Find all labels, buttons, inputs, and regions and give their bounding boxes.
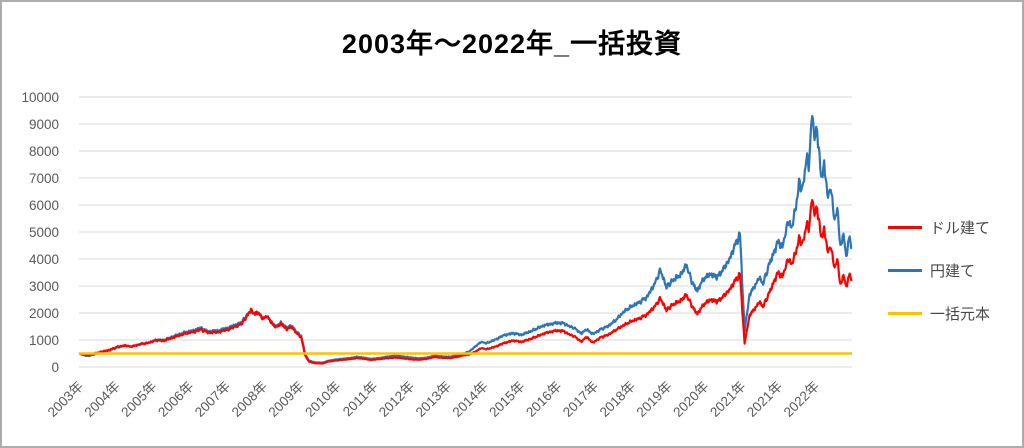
x-axis-label: 2021年	[744, 379, 785, 420]
yen-series-line	[78, 114, 853, 364]
y-axis-label: 1000	[29, 333, 59, 348]
x-axis-label: 2003年	[45, 379, 86, 420]
x-axis-label: 2006年	[155, 379, 196, 420]
x-axis-label: 2005年	[118, 379, 159, 420]
y-axis-label: 3000	[29, 279, 59, 294]
x-axis-label: 2022年	[781, 379, 822, 420]
y-axis-label: 9000	[29, 117, 59, 132]
x-axis-label: 2012年	[376, 379, 417, 420]
x-axis-label: 2017年	[560, 379, 601, 420]
x-axis-label: 2004年	[82, 379, 123, 420]
x-axis-label: 2014年	[450, 379, 491, 420]
legend-item: 円建て	[888, 249, 990, 292]
legend-swatch	[888, 226, 922, 229]
y-axis-label: 5000	[29, 225, 59, 240]
y-axis-label: 8000	[29, 144, 59, 159]
legend-label: ドル建て	[930, 220, 991, 237]
x-axis-label: 2007年	[192, 379, 233, 420]
x-axis-label: 2009年	[266, 379, 307, 420]
legend-label: 一括元本	[930, 306, 991, 323]
y-axis-label: 0	[51, 360, 59, 375]
x-axis-label: 2013年	[413, 379, 454, 420]
x-axis-label: 2008年	[229, 379, 270, 420]
y-axis-label: 4000	[29, 252, 59, 267]
x-axis-label: 2015年	[486, 379, 527, 420]
x-axis-label: 2010年	[302, 379, 343, 420]
legend: ドル建て円建て一括元本	[888, 206, 990, 335]
y-axis-label: 2000	[29, 306, 59, 321]
dollar-series-line	[78, 199, 853, 365]
x-axis-label: 2011年	[340, 379, 381, 420]
x-axis-label: 2020年	[670, 379, 711, 420]
legend-item: 一括元本	[888, 292, 990, 335]
legend-swatch	[888, 269, 922, 272]
x-axis-label: 2016年	[523, 379, 564, 420]
y-axis-label: 10000	[21, 90, 59, 105]
y-axis-label: 6000	[29, 198, 59, 213]
legend-item: ドル建て	[888, 206, 990, 249]
x-axis-label: 2018年	[597, 379, 638, 420]
legend-swatch	[888, 312, 922, 315]
legend-label: 円建て	[930, 263, 976, 280]
x-axis-label: 2019年	[634, 379, 675, 420]
x-axis-label: 2021年	[707, 379, 748, 420]
y-axis-label: 7000	[29, 171, 59, 186]
chart-title: 2003年〜2022年_一括投資	[341, 29, 683, 59]
